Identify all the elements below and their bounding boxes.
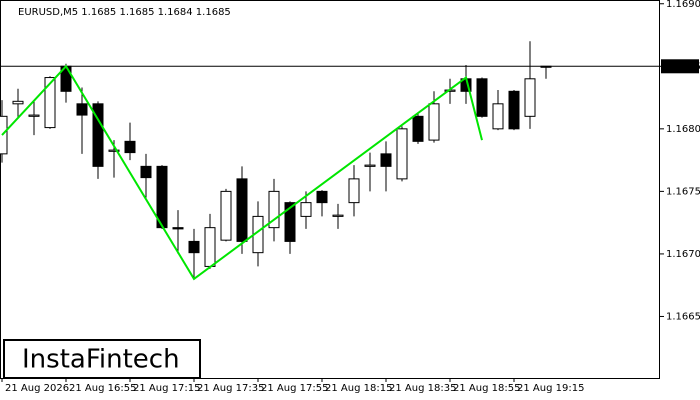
candle-body — [284, 202, 296, 242]
candle-body — [28, 114, 40, 117]
y-tick-label: 1.1670 — [666, 249, 700, 260]
chart-title: EURUSD,M5 1.1685 1.1685 1.1684 1.1685 — [18, 7, 231, 18]
candle-body — [316, 190, 328, 204]
candle-body — [412, 115, 424, 142]
candle-body — [364, 164, 376, 167]
candle-body — [396, 128, 408, 180]
pattern-line — [1, 64, 483, 281]
candle-body — [124, 140, 136, 154]
candle-body — [348, 178, 360, 204]
x-tick-label: 21 Aug 18:15 — [325, 383, 392, 394]
x-tick-label: 21 Aug 18:35 — [389, 383, 456, 394]
candle-body — [172, 227, 184, 230]
candle-body — [236, 178, 248, 242]
candle-body — [540, 65, 552, 68]
x-tick-label: 21 Aug 17:55 — [261, 383, 328, 394]
x-tick-label: 21 Aug 17:15 — [133, 383, 200, 394]
candle-body — [268, 190, 280, 229]
candle-body — [332, 214, 344, 217]
logo: InstaFintech — [22, 345, 180, 375]
y-tick-label: 1.1675 — [666, 186, 700, 197]
plot-frame — [0, 0, 660, 379]
x-tick-label: 21 Aug 19:15 — [517, 383, 584, 394]
x-tick-label: 21 Aug 16:55 — [69, 383, 136, 394]
y-tick-label: 1.1665 — [666, 311, 700, 322]
candle-body — [492, 103, 504, 130]
x-tick-label: 21 Aug 17:35 — [197, 383, 264, 394]
price-tag — [661, 59, 699, 74]
x-tick-label: 21 Aug 18:55 — [453, 383, 520, 394]
candle-body — [92, 103, 104, 167]
candle-body — [524, 78, 536, 117]
candle-body — [0, 115, 8, 155]
price-tag-label: 1.1685 — [664, 61, 699, 72]
candle-body — [300, 202, 312, 217]
x-tick-label: 21 Aug 2026 — [5, 383, 69, 394]
y-tick-label: 1.1690 — [666, 0, 700, 10]
candle-body — [428, 103, 440, 141]
candle-body — [204, 227, 216, 267]
candle-body — [12, 100, 24, 105]
candle-body — [108, 149, 120, 152]
candle-body — [380, 153, 392, 167]
candle-body — [220, 190, 232, 241]
logo-box — [3, 339, 201, 379]
candle-body — [44, 77, 56, 129]
candle-body — [476, 78, 488, 117]
candle-body — [140, 165, 152, 179]
y-tick-label: 1.1680 — [666, 124, 700, 135]
candle-body — [76, 103, 88, 116]
candle-body — [188, 240, 200, 254]
candle-body — [508, 90, 520, 130]
